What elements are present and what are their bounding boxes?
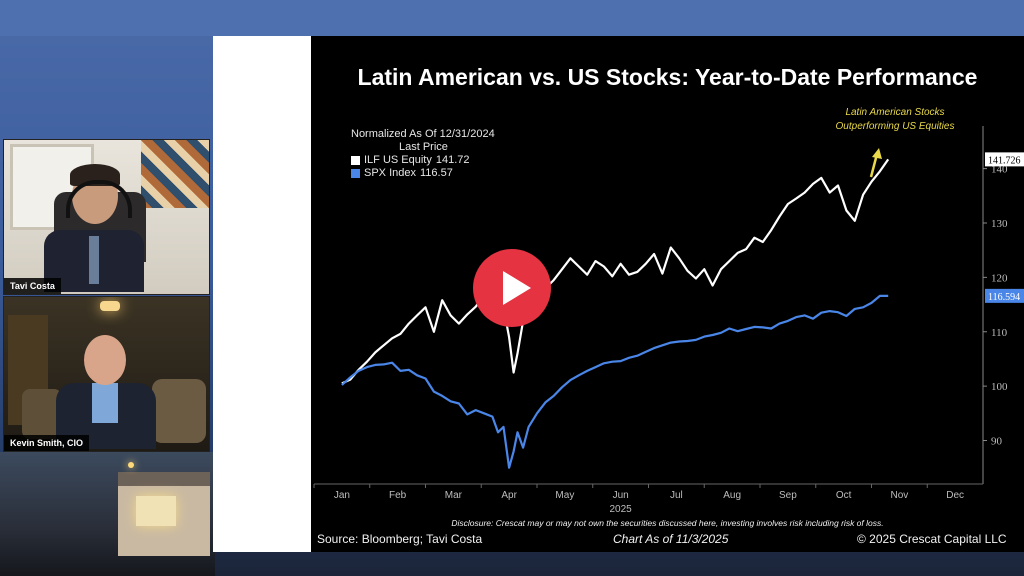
legend-label-spx: SPX Index [364, 167, 416, 179]
x-tick-label: Sep [779, 490, 797, 501]
house [118, 472, 210, 556]
legend-label-ilf: ILF US Equity [364, 154, 432, 166]
shirt [92, 383, 118, 423]
street-light [128, 462, 134, 468]
participant-name-label: Kevin Smith, CIO [4, 435, 90, 451]
armchair-left [22, 389, 62, 439]
x-tick-label: Aug [723, 490, 741, 501]
y-tick-label: 130 [991, 218, 1008, 230]
line-chart: 90 100 110 120 130 140 Jan Feb Mar Apr May Jun Jul Au… [313, 126, 1024, 515]
x-tick-label: May [555, 490, 574, 501]
x-tick-label: Feb [389, 490, 407, 501]
footer-source: Source: Bloomberg; Tavi Costa [317, 532, 483, 546]
person-head [84, 335, 126, 385]
legend-header: Normalized As Of 12/31/2024 [351, 128, 495, 140]
play-icon [503, 271, 531, 305]
footer-copyright: © 2025 Crescat Capital LLC [857, 532, 1007, 546]
x-tick-label: Jan [334, 490, 350, 501]
last-value-label-spx: 116.594 [988, 292, 1020, 303]
series-line-ilf [341, 158, 890, 385]
legend-entry-ilf: ILF US Equity 141.72 [351, 154, 495, 167]
y-tick-label: 100 [991, 381, 1008, 393]
legend-value-ilf: 141.72 [435, 154, 470, 166]
participant-name-label: Tavi Costa [4, 278, 61, 294]
headset-icon [66, 180, 132, 218]
video-tile-kevin-smith[interactable]: Kevin Smith, CIO [3, 296, 210, 452]
x-tick-label: Nov [890, 490, 908, 501]
legend-value-spx: 116.57 [419, 167, 453, 179]
y-tick-label: 110 [991, 327, 1008, 339]
last-value-label-spx-bg [985, 288, 1024, 303]
series-line-spx [341, 294, 889, 469]
x-tick-label: Jun [613, 490, 629, 501]
last-value-label-ilf-bg [985, 152, 1024, 167]
window [10, 144, 94, 230]
last-value-label-ilf: 141.726 [988, 155, 1021, 166]
tie [89, 236, 99, 284]
wall-art [141, 140, 209, 208]
armchair-right [152, 379, 206, 443]
legend-swatch-ilf [351, 156, 360, 165]
x-tick-label: Jul [670, 490, 683, 501]
x-tick-label: Apr [501, 490, 517, 501]
legend-subheader: Last Price [399, 141, 448, 153]
up-arrow-head [872, 148, 882, 159]
x-tick-label: Oct [836, 490, 852, 501]
footer-chart-date: Chart As of 11/3/2025 [613, 532, 729, 546]
chart-annotation: Latin American Stocks Outperforming US E… [835, 107, 955, 132]
chart-panel: Latin American vs. US Stocks: Year-to-Da… [311, 36, 1024, 552]
x-tick-label: Mar [445, 490, 463, 501]
house-window [136, 496, 176, 526]
disclosure-text: Disclosure: Crescat may or may not own t… [451, 518, 884, 528]
y-tick-label: 90 [991, 436, 1003, 448]
x-year-label: 2025 [610, 504, 633, 515]
up-arrow-icon [869, 153, 879, 178]
chart-legend: Normalized As Of 12/31/2024 Last Price I… [351, 128, 495, 180]
play-button[interactable] [473, 249, 551, 327]
legend-swatch-spx [351, 169, 360, 178]
x-tick-label: Dec [946, 490, 964, 501]
y-tick-label: 140 [991, 164, 1008, 176]
legend-entry-spx: SPX Index 116.57 [351, 167, 495, 180]
background-street-scene [0, 452, 215, 576]
video-tile-tavi-costa[interactable]: Tavi Costa [3, 139, 210, 295]
chart-title: Latin American vs. US Stocks: Year-to-Da… [357, 64, 978, 90]
background-top [0, 0, 1024, 36]
ceiling-lamp [100, 301, 120, 311]
y-tick-label: 120 [991, 272, 1008, 284]
